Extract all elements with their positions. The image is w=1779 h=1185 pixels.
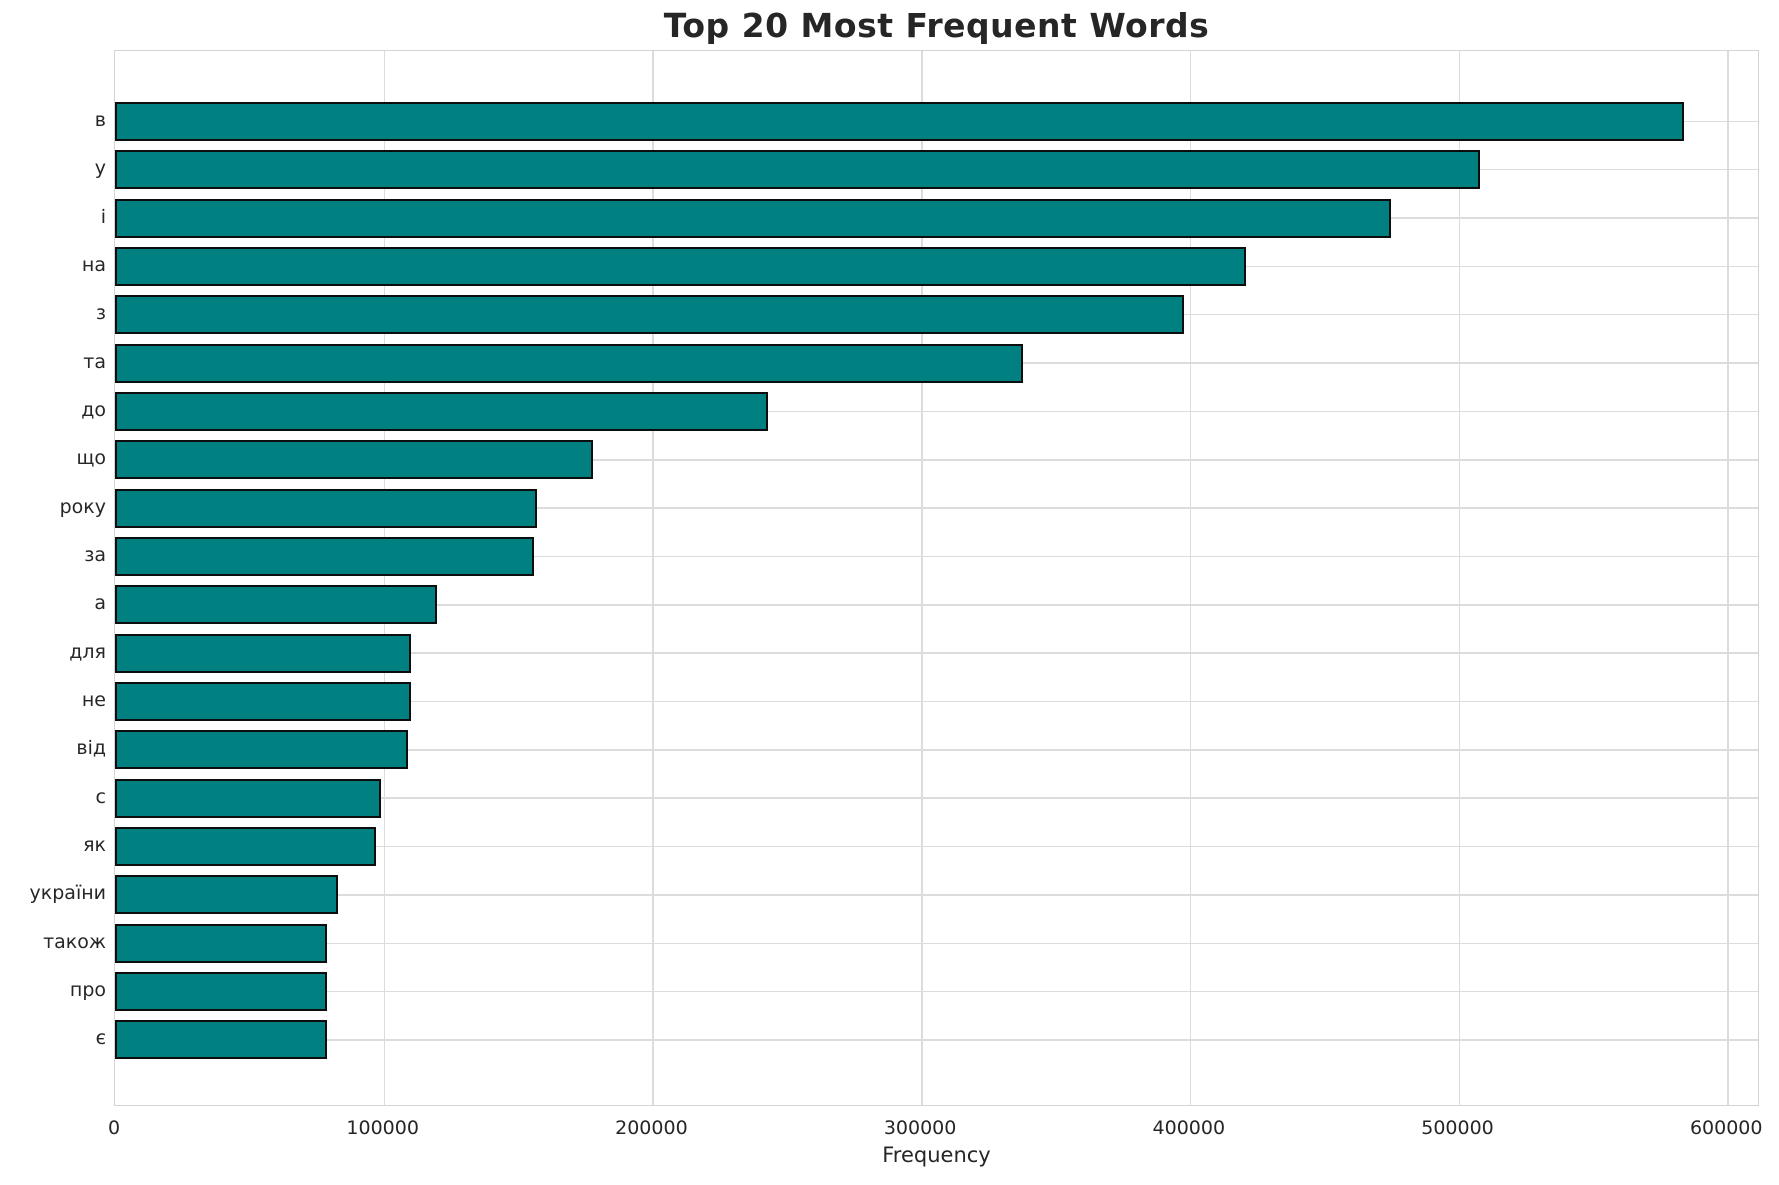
y-tick-label: як [83, 834, 106, 857]
y-gridline [115, 797, 1758, 799]
bar-року [115, 488, 537, 528]
y-tick-label: для [69, 640, 106, 663]
y-tick-label: також [43, 930, 106, 953]
bar-с [115, 778, 382, 818]
y-tick-label: від [76, 737, 106, 760]
y-tick-label: року [59, 495, 106, 518]
bar-на [115, 246, 1247, 286]
y-gridline [115, 410, 1758, 413]
x-gridline [652, 51, 654, 1105]
x-tick-label: 0 [107, 1117, 121, 1139]
y-gridline [115, 942, 1758, 944]
y-tick-label: і [100, 205, 106, 228]
y-tick-label: до [81, 398, 106, 421]
bar-про [115, 972, 328, 1012]
x-gridline [383, 51, 386, 1105]
y-gridline [115, 749, 1758, 751]
bar-є [115, 1020, 328, 1060]
y-tick-label: на [81, 253, 106, 276]
bar-з [115, 295, 1185, 335]
y-tick-label: за [84, 543, 106, 566]
y-gridline [115, 555, 1758, 558]
bar-не [115, 682, 411, 721]
x-tick-label: 400000 [1152, 1117, 1226, 1139]
y-tick-label: у [94, 157, 106, 180]
x-gridline [1727, 51, 1729, 1105]
y-gridline [115, 990, 1758, 993]
x-gridline [921, 51, 923, 1105]
bar-україни [115, 875, 339, 915]
y-tick-label: та [83, 350, 106, 373]
y-gridline [115, 845, 1758, 848]
bar-як [115, 827, 376, 867]
x-gridline [1189, 51, 1192, 1105]
bar-до [115, 391, 768, 431]
x-gridline [1458, 51, 1460, 1105]
y-gridline [115, 894, 1758, 896]
bar-і [115, 198, 1392, 238]
bar-за [115, 536, 535, 576]
y-tick-label: с [95, 785, 106, 808]
y-tick-label: не [81, 689, 106, 711]
y-gridline [115, 700, 1758, 703]
y-tick-label: в [94, 108, 106, 131]
x-axis-title: Frequency [882, 1143, 991, 1167]
y-gridline [115, 652, 1758, 654]
bar-також [115, 923, 328, 963]
y-tick-label: є [95, 1027, 106, 1050]
y-tick-label: а [94, 592, 106, 615]
y-tick-label: з [95, 302, 106, 325]
y-tick-label: про [69, 979, 106, 1002]
chart-title: Top 20 Most Frequent Words [663, 6, 1210, 45]
bar-від [115, 730, 408, 770]
bar-у [115, 150, 1480, 190]
y-tick-label: що [76, 447, 106, 470]
x-tick-label: 200000 [615, 1117, 688, 1139]
y-gridline [115, 507, 1758, 509]
bar-для [115, 633, 411, 673]
bar-а [115, 585, 438, 625]
x-tick-label: 100000 [346, 1117, 419, 1139]
bar-що [115, 440, 594, 480]
x-tick-label: 600000 [1689, 1117, 1763, 1139]
y-gridline [115, 1039, 1758, 1041]
y-tick-label: україни [29, 882, 106, 905]
x-tick-label: 300000 [883, 1117, 957, 1139]
x-tick-label: 500000 [1421, 1117, 1494, 1139]
y-gridline [115, 459, 1758, 461]
bar-в [115, 101, 1685, 141]
bar-та [115, 343, 1024, 383]
y-gridline [115, 604, 1758, 606]
plot-area [114, 50, 1759, 1106]
